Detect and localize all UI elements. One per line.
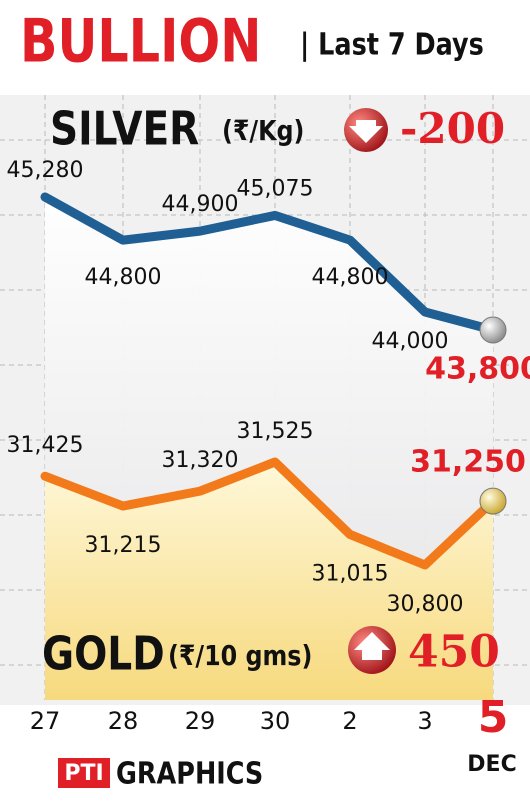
x-tick-label: 27	[30, 707, 61, 735]
x-tick-label: 28	[108, 707, 139, 735]
change-value: -200	[400, 104, 505, 153]
x-tick-label: 5	[478, 692, 509, 743]
value-label: 31,525	[237, 419, 314, 444]
value-label: 43,800	[425, 352, 530, 387]
line	[40, 192, 498, 335]
title: BULLION	[20, 6, 261, 76]
value-label: 30,800	[387, 592, 464, 617]
value-label: 44,000	[372, 329, 449, 354]
x-tick-label: 2	[342, 707, 357, 735]
source-logo: PTI	[64, 761, 103, 786]
down-icon	[344, 108, 388, 152]
value-label: 44,800	[85, 265, 162, 290]
x-tick-label: 3	[417, 707, 432, 735]
value-label: 31,215	[85, 533, 162, 558]
value-label: 44,900	[162, 192, 239, 217]
change-value: 450	[408, 627, 500, 678]
end-marker	[479, 487, 507, 515]
subtitle: | Last 7 Days	[300, 27, 484, 63]
value-label: 31,250	[410, 445, 526, 480]
source: GRAPHICS	[116, 756, 263, 792]
series-unit: (₹/10 gms)	[168, 640, 312, 672]
value-label: 31,015	[312, 561, 389, 586]
series-name: GOLD	[42, 627, 165, 681]
line	[40, 457, 498, 570]
series-unit: (₹/Kg)	[222, 115, 304, 147]
up-icon	[348, 626, 396, 674]
logo-box	[58, 758, 110, 788]
value-label: 31,425	[7, 433, 84, 458]
x-tick-label: 29	[185, 707, 216, 735]
value-label: 45,075	[237, 176, 314, 201]
month-label: DEC	[467, 752, 516, 777]
value-label: 45,280	[7, 158, 84, 183]
value-label: 31,320	[162, 448, 239, 473]
value-label: 44,800	[312, 265, 389, 290]
series-name: SILVER	[50, 102, 199, 156]
end-marker	[479, 316, 507, 344]
x-tick-label: 30	[260, 707, 291, 735]
